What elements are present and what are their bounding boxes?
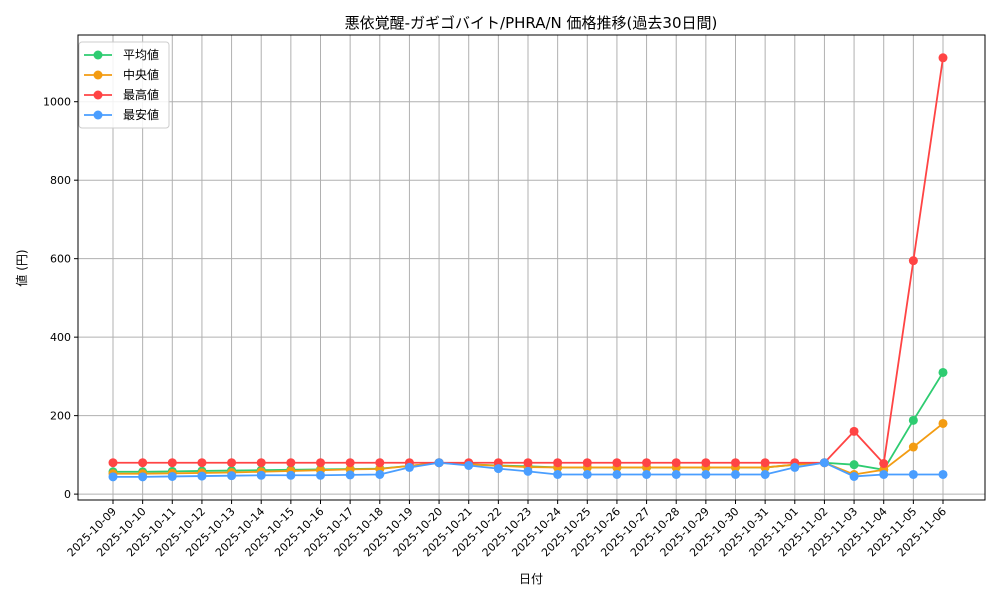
data-point (938, 418, 948, 428)
data-point (642, 458, 652, 468)
data-point (464, 460, 474, 470)
data-point (849, 471, 859, 481)
data-point (345, 458, 355, 468)
y-tick-label: 400 (50, 331, 71, 344)
legend-box (78, 41, 170, 129)
legend-marker (93, 50, 103, 60)
y-tick-label: 200 (50, 410, 71, 423)
data-point (375, 458, 385, 468)
data-point (286, 458, 296, 468)
data-point (256, 470, 266, 480)
data-point (523, 466, 533, 476)
x-axis-label: 日付 (519, 572, 543, 586)
legend-marker (93, 70, 103, 80)
data-point (908, 469, 918, 479)
data-point (523, 458, 533, 468)
data-point (879, 469, 889, 479)
legend-label: 最安値 (123, 107, 159, 122)
data-point (227, 458, 237, 468)
data-point (879, 459, 889, 469)
data-point (731, 469, 740, 479)
data-point (167, 458, 177, 468)
y-tick-label: 0 (64, 488, 71, 501)
data-point (908, 415, 918, 425)
data-point (849, 426, 859, 436)
data-point (553, 469, 563, 479)
data-point (849, 460, 859, 470)
data-point (582, 469, 592, 479)
data-point (760, 469, 770, 479)
data-point (908, 442, 918, 452)
data-point (938, 367, 948, 377)
data-point (167, 471, 177, 481)
y-axis-label: 値 (円) (14, 249, 29, 286)
legend-label: 最高値 (123, 87, 159, 102)
data-point (938, 53, 948, 63)
chart-title: 悪依覚醒-ガギゴバイト/PHRA/N 価格推移(過去30日間) (345, 14, 718, 32)
plot-area-frame (77, 34, 986, 501)
data-point (701, 469, 711, 479)
data-point (938, 469, 948, 479)
data-point (671, 469, 681, 479)
data-point (256, 458, 266, 468)
legend-label: 中央値 (123, 67, 159, 82)
data-point (108, 472, 118, 482)
y-tick-label: 800 (50, 174, 71, 187)
y-tick-label: 1000 (43, 96, 71, 109)
data-point (701, 458, 711, 468)
data-point (582, 458, 592, 468)
data-point (760, 458, 770, 468)
data-point (316, 470, 325, 480)
data-point (671, 458, 681, 468)
data-point (790, 462, 800, 472)
data-point (731, 458, 740, 468)
data-point (819, 458, 829, 468)
data-point (908, 256, 918, 266)
data-point (642, 469, 652, 479)
data-point (227, 471, 237, 481)
y-tick-label: 600 (50, 253, 71, 266)
data-point (138, 472, 148, 482)
data-point (612, 469, 622, 479)
legend-marker (93, 110, 103, 120)
data-point (493, 464, 503, 474)
data-point (138, 458, 148, 468)
data-point (108, 458, 118, 468)
data-point (286, 470, 296, 480)
legend-label: 平均値 (123, 47, 159, 62)
data-point (345, 470, 355, 480)
legend-marker (93, 90, 103, 100)
data-point (197, 471, 207, 481)
data-point (553, 458, 563, 468)
data-point (434, 458, 444, 468)
data-point (375, 469, 385, 479)
data-point (612, 458, 622, 468)
data-point (404, 462, 414, 472)
data-point (197, 458, 207, 468)
data-point (316, 458, 325, 468)
